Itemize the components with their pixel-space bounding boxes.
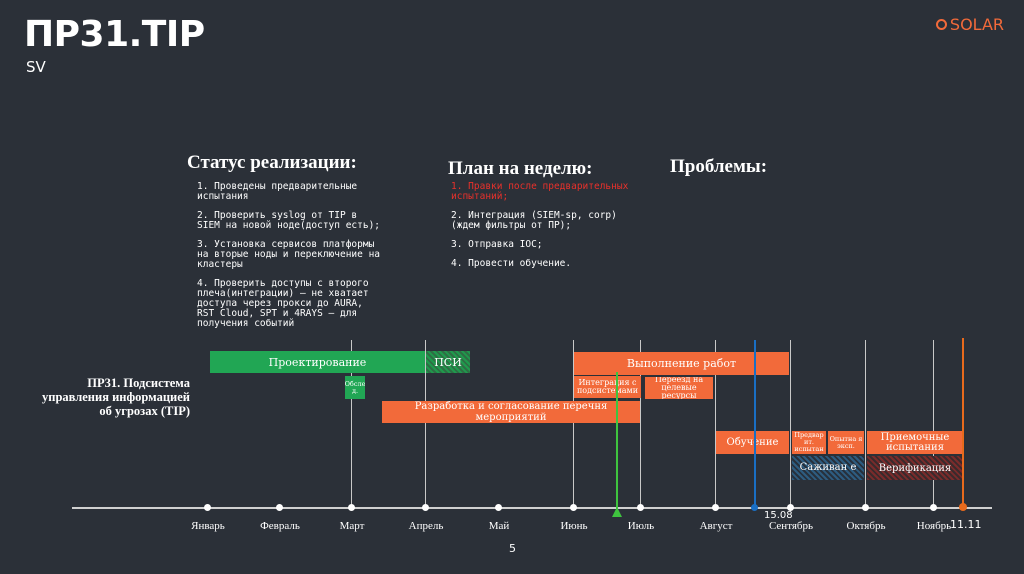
tick-may [495, 504, 502, 511]
tick-february [276, 504, 283, 511]
plan-item-4: 4. Провести обучение. [451, 258, 572, 269]
plan-item-3: 3. Отправка IOC; [451, 239, 543, 250]
plan-heading: План на неделю: [448, 158, 593, 179]
deadline-dot-orange [959, 503, 967, 511]
gridline-july [640, 340, 641, 508]
month-april: Апрель [408, 520, 444, 532]
page-subtitle: SV [26, 58, 46, 76]
tick-april [422, 504, 429, 511]
tick-september [787, 504, 794, 511]
bar-pre-test: Предвар ит. испытан [792, 431, 826, 454]
month-july: Июль [627, 520, 655, 532]
gridline-august [715, 340, 716, 508]
bar-support: Саживан е [792, 456, 864, 480]
tick-june [570, 504, 577, 511]
gridline-june [573, 340, 574, 508]
month-october: Октябрь [846, 520, 886, 532]
month-august: Август [699, 520, 733, 532]
logo-ring-icon [935, 19, 947, 30]
bar-development: Разработка и согласование перечня меропр… [382, 401, 640, 423]
bar-execution: Выполнение работ [574, 352, 789, 375]
status-item-2: 2. Проверить syslog от TIP в SIEM на нов… [197, 210, 381, 231]
current-week-marker [616, 372, 618, 512]
marker-date-1: 15.08 [764, 510, 793, 521]
problems-heading: Проблемы: [670, 156, 768, 177]
bar-migration: Переезд на целевые ресурсы [645, 377, 713, 399]
month-november: Ноябрь [916, 520, 952, 532]
status-item-3: 3. Установка сервисов платформы на вторы… [197, 239, 381, 270]
deadline-marker-blue [754, 340, 756, 510]
timeline-axis [72, 507, 992, 509]
month-february: Февраль [260, 520, 300, 532]
page-title: ПР31.TIP [24, 14, 205, 55]
bar-verification: Верификация [867, 456, 963, 480]
bar-acceptance: Приемочные испытания [867, 431, 963, 454]
status-heading: Статус реализации: [187, 152, 357, 173]
tick-january [204, 504, 211, 511]
tick-october [862, 504, 869, 511]
status-list: 1. Проведены предварительные испытания 2… [197, 182, 385, 338]
logo-text: SOLAR [949, 15, 1004, 34]
gridline-september [790, 340, 791, 508]
current-week-triangle-icon [612, 507, 622, 517]
month-september: Сентябрь [768, 520, 814, 532]
gridline-october [865, 340, 866, 508]
month-january: Январь [191, 520, 225, 532]
status-item-1: 1. Проведены предварительные испытания [197, 181, 358, 202]
bar-design: Проектирование [210, 351, 425, 373]
plan-item-2: 2. Интеграция (SIEM-sp, corp) (ждем филь… [451, 210, 617, 231]
bar-training: Обучение [716, 431, 789, 454]
bar-psi: ПСИ [426, 351, 470, 373]
bar-survey: Обсле д. [345, 376, 365, 399]
month-june: Июнь [560, 520, 588, 532]
tick-august [712, 504, 719, 511]
bar-integration: Интеграция с подсистемами [574, 376, 641, 398]
page-number: 5 [509, 542, 516, 555]
marker-date-2: 11.11 [950, 518, 982, 531]
plan-item-1: 1. Правки после предварительных испытани… [451, 181, 629, 202]
tick-march [348, 504, 355, 511]
plan-list: 1. Правки после предварительных испытани… [451, 182, 631, 278]
gridline-march [351, 340, 352, 508]
project-label: ПР31. Подсистема управления информацией … [42, 376, 190, 418]
month-may: Май [488, 520, 510, 532]
gridline-april [425, 340, 426, 508]
status-item-4: 4. Проверить доступы с второго плеча(инт… [197, 278, 369, 329]
tick-november [930, 504, 937, 511]
solar-logo: SOLAR [935, 15, 1004, 34]
deadline-dot-blue [751, 504, 758, 511]
deadline-marker-orange [962, 338, 964, 510]
tick-july [637, 504, 644, 511]
bar-testing: Опытна я эксп. [828, 431, 864, 454]
gridline-november [933, 340, 934, 508]
month-march: Март [339, 520, 365, 532]
